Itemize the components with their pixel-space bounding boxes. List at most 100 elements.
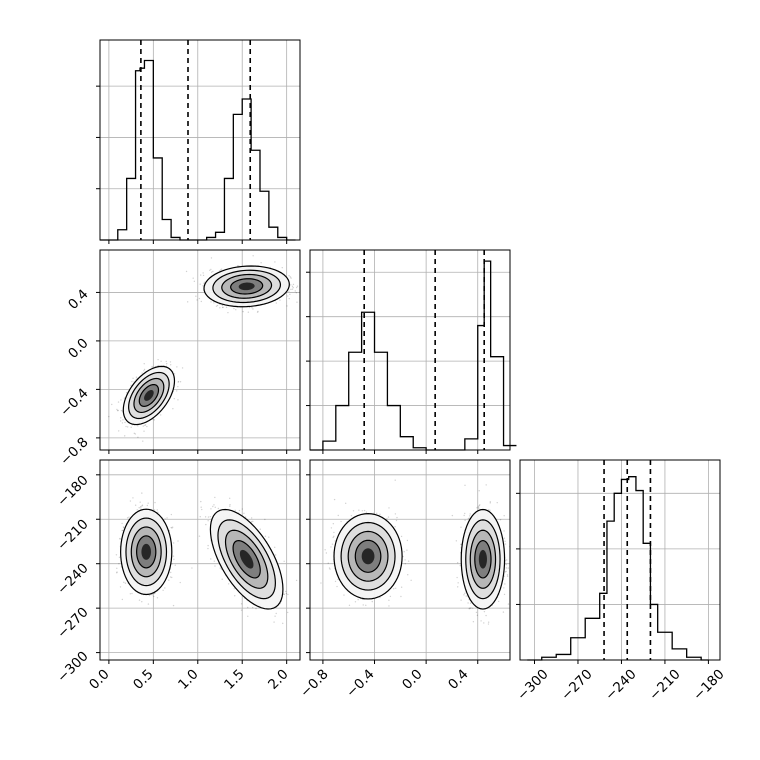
sample-point	[142, 440, 144, 442]
panel-scatter-var0-var1	[96, 249, 306, 454]
sample-point	[153, 419, 155, 421]
sample-point	[108, 415, 110, 418]
sample-point	[120, 399, 122, 401]
sample-point	[221, 578, 223, 580]
sample-point	[174, 564, 176, 566]
sample-point	[210, 271, 213, 273]
sample-point	[222, 306, 224, 308]
sample-point	[209, 269, 211, 271]
sample-point	[243, 512, 245, 515]
sample-point	[198, 297, 201, 300]
sample-point	[156, 597, 159, 599]
sample-point	[221, 304, 224, 307]
sample-point	[148, 594, 151, 597]
sample-point	[162, 589, 164, 591]
sample-point	[137, 425, 139, 427]
sample-point	[177, 385, 179, 388]
sample-point	[219, 269, 222, 271]
sample-point	[202, 285, 204, 287]
sample-point	[120, 417, 122, 419]
sample-point	[275, 612, 277, 615]
sample-point	[207, 519, 209, 522]
sample-point	[296, 301, 298, 303]
sample-point	[138, 599, 141, 601]
sample-point	[144, 424, 147, 426]
sample-point	[260, 262, 262, 264]
sample-point	[215, 305, 218, 307]
sample-point	[116, 572, 118, 574]
sample-point	[250, 517, 253, 519]
sample-point	[200, 506, 202, 508]
sample-point	[177, 381, 179, 383]
sample-point	[219, 307, 221, 309]
sample-point	[166, 363, 168, 365]
sample-point	[290, 288, 292, 291]
sample-point	[169, 576, 172, 578]
sample-point	[252, 308, 254, 310]
sample-point	[151, 594, 153, 596]
sample-point	[214, 496, 216, 499]
sample-point	[214, 506, 216, 509]
sample-point	[305, 291, 306, 292]
sample-point	[179, 381, 182, 383]
sample-point	[132, 497, 134, 499]
sample-point	[140, 507, 142, 509]
axes-frame	[99, 39, 301, 241]
sample-point	[288, 275, 290, 277]
sample-point	[240, 609, 243, 611]
sample-point	[172, 555, 175, 557]
sample-point	[252, 255, 254, 257]
sample-point	[291, 288, 294, 290]
sample-point	[160, 414, 162, 416]
panel-hist-var0	[96, 39, 301, 244]
sample-point	[213, 560, 216, 562]
sample-point	[213, 302, 215, 304]
sample-point	[207, 516, 210, 518]
sample-point	[123, 397, 126, 399]
sample-point	[244, 516, 247, 518]
sample-point	[137, 436, 139, 438]
sample-point	[177, 540, 179, 542]
sample-point	[170, 526, 172, 529]
sample-point	[195, 295, 197, 297]
sample-point	[171, 563, 173, 565]
sample-point	[294, 290, 296, 292]
sample-point	[157, 511, 159, 514]
sample-point	[138, 507, 140, 509]
sample-point	[171, 527, 173, 529]
sample-point	[157, 358, 159, 361]
sample-point	[225, 306, 228, 308]
sample-point	[168, 579, 170, 581]
sample-point	[131, 592, 133, 595]
sample-point	[200, 300, 203, 303]
sample-point	[119, 586, 122, 588]
sample-point	[117, 409, 119, 412]
sample-point	[124, 435, 126, 437]
sample-point	[164, 587, 166, 589]
sample-point	[236, 265, 239, 267]
sample-point	[119, 537, 121, 540]
sample-point	[196, 299, 198, 301]
panel-hist-var1	[306, 249, 517, 454]
sample-point	[122, 419, 124, 421]
sample-point	[170, 571, 172, 574]
sample-point	[281, 266, 283, 269]
sample-point	[146, 504, 149, 507]
sample-point	[202, 274, 205, 277]
axes-frame	[309, 249, 511, 451]
sample-point	[121, 422, 124, 424]
sample-point	[129, 593, 132, 595]
sample-point	[177, 399, 179, 401]
sample-point	[131, 380, 133, 383]
sample-point	[247, 311, 250, 313]
sample-point	[203, 281, 206, 284]
sample-point	[133, 432, 136, 435]
sample-point	[116, 571, 118, 573]
sample-point	[151, 365, 153, 368]
sample-point	[172, 604, 175, 607]
sample-point	[141, 504, 144, 506]
sample-point	[119, 538, 121, 540]
sample-point	[235, 309, 237, 311]
sample-point	[295, 286, 298, 289]
